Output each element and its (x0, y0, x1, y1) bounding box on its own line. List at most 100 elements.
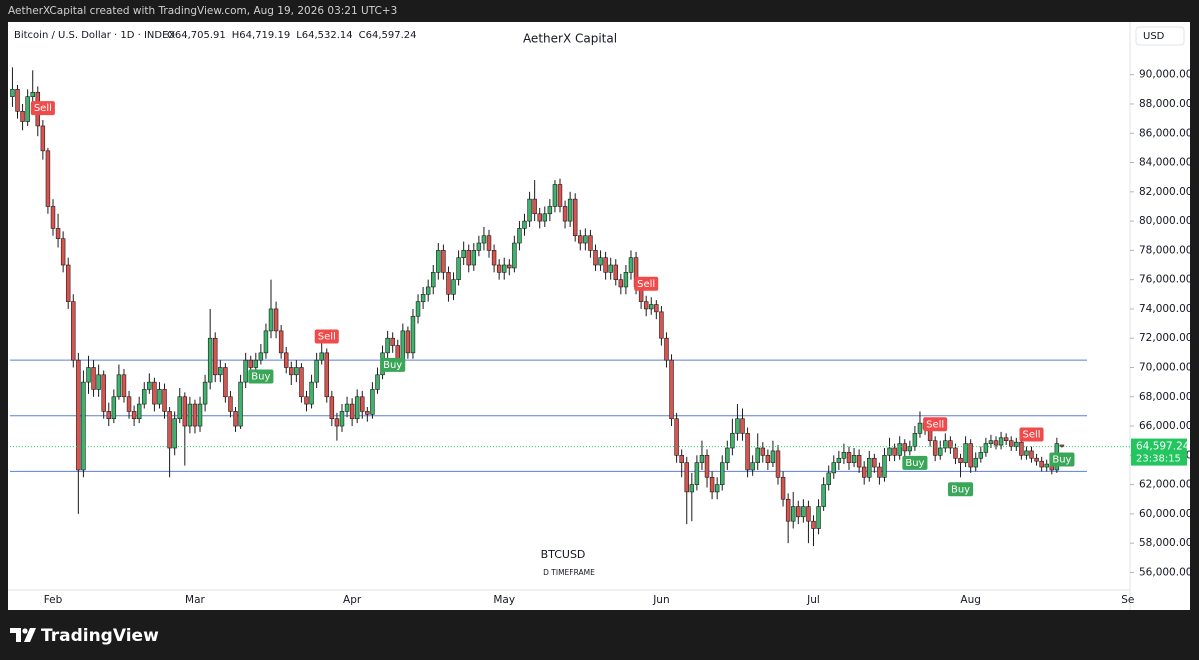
candle-body (268, 308, 274, 332)
candle-body (679, 455, 684, 463)
candle-body (390, 337, 395, 346)
candle-body (81, 381, 86, 471)
candle-body (958, 457, 963, 463)
y-tick-label: 56,000.00 (1139, 566, 1192, 578)
candle-body (324, 352, 330, 398)
candle-body (674, 418, 679, 456)
candle-body (831, 462, 837, 474)
candle-body (192, 403, 198, 427)
signal-box (30, 101, 55, 116)
y-tick-label: 82,000.00 (1139, 186, 1192, 198)
candle-body (572, 198, 578, 237)
candle-body (375, 374, 380, 390)
signal: Buy (380, 357, 406, 372)
candle-body (750, 462, 755, 471)
candle-body (501, 264, 507, 273)
candle-body (40, 125, 46, 152)
candle-body (953, 447, 958, 459)
y-tick-label: 72,000.00 (1139, 332, 1192, 344)
y-tick-label: 58,000.00 (1139, 537, 1192, 549)
candle-body (755, 447, 760, 463)
ohlc-legend: L64,532.14 (296, 30, 352, 41)
candle-body (1029, 450, 1034, 459)
candle-body (1008, 440, 1014, 447)
candle-body (836, 457, 842, 463)
candle-body (263, 330, 269, 354)
last-price-box (1131, 438, 1187, 466)
countdown: 23:38:15 (1136, 454, 1181, 465)
signal: Sell (314, 329, 339, 344)
signal: Sell (634, 276, 659, 291)
candle-body (405, 330, 411, 354)
y-tick-label: 80,000.00 (1139, 215, 1192, 227)
candle-body (699, 455, 705, 463)
candle-body (608, 264, 613, 273)
candle-body (344, 403, 350, 412)
signal-box (248, 369, 274, 384)
candle-body (963, 443, 968, 463)
candle-body (289, 367, 294, 376)
signal-box (1049, 452, 1075, 467)
candle-body (334, 418, 340, 427)
candle-body (1039, 460, 1044, 468)
candle-body (213, 337, 218, 376)
candle-body (973, 457, 978, 468)
signal-box (902, 455, 928, 470)
candle-body (162, 389, 167, 412)
signal-label: Sell (1022, 430, 1040, 441)
candle-body (689, 484, 695, 493)
candle-body (517, 228, 522, 244)
candle-body (365, 411, 370, 415)
candles (10, 67, 1065, 547)
currency[interactable]: USD (1143, 31, 1165, 42)
candle-body (709, 476, 715, 493)
candle-body (349, 403, 355, 420)
candle-body (126, 396, 132, 412)
candle-body (877, 466, 882, 478)
candle-body (65, 264, 71, 302)
candle-body (253, 359, 259, 368)
candle-body (354, 396, 360, 420)
signal-box (923, 417, 948, 432)
y-tick-label: 74,000.00 (1139, 303, 1192, 315)
candle-body (76, 359, 81, 471)
candle-body (684, 462, 689, 493)
signal-box (947, 482, 974, 497)
candle-body (542, 213, 548, 222)
y-tick-label: 70,000.00 (1139, 361, 1192, 373)
y-tick-label: 90,000.00 (1139, 69, 1192, 81)
candle-body (618, 279, 624, 288)
candle-body (491, 250, 497, 266)
candle-body (512, 242, 517, 269)
candle-body (142, 389, 147, 405)
candle-body (801, 506, 806, 518)
candle-body (567, 198, 573, 222)
signal: Buy (947, 482, 974, 497)
signal-label: Sell (637, 279, 655, 290)
candle-body (55, 228, 61, 239)
candle-body (522, 220, 527, 229)
candle-body (851, 455, 857, 463)
candle-body (547, 206, 553, 215)
symbol: Bitcoin / U.S. Dollar · 1D · INDEX (14, 30, 175, 41)
brand-logo (10, 628, 36, 642)
candle-body (476, 242, 482, 251)
currency-box[interactable] (1135, 26, 1185, 46)
candle-body (725, 447, 730, 463)
candle-body (943, 440, 948, 449)
candle-body (329, 396, 335, 420)
candle-body (948, 440, 953, 449)
candle-body (370, 389, 375, 415)
candle-body (588, 235, 593, 251)
candle-body (806, 506, 811, 522)
candle-body (218, 367, 223, 376)
candle-body (50, 206, 56, 229)
y-tick-label: 68,000.00 (1139, 391, 1192, 403)
signal-box (1019, 427, 1044, 442)
signal: Buy (902, 455, 928, 470)
candle-body (471, 250, 477, 266)
candle-body (207, 337, 213, 383)
candle-body (360, 396, 365, 412)
last-price-label: 64,597.24 (1136, 441, 1190, 453)
candle-body (780, 476, 786, 500)
